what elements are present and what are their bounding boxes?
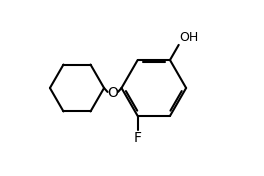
Text: OH: OH	[180, 31, 199, 44]
Text: F: F	[134, 131, 142, 145]
Text: O: O	[107, 86, 118, 100]
